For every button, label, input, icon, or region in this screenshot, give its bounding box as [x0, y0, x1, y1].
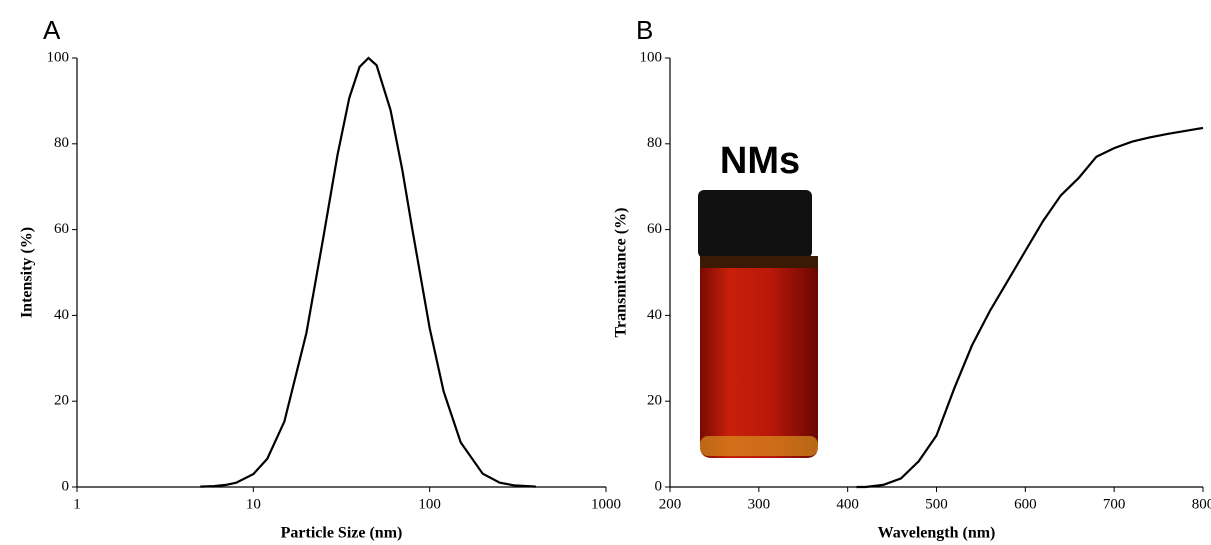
x-tick-label: 100: [418, 496, 441, 512]
y-tick-label: 20: [54, 393, 69, 409]
y-tick-label: 20: [647, 393, 662, 409]
annotation: NMs: [720, 140, 800, 182]
x-tick-label: 1: [73, 496, 81, 512]
y-tick-label: 60: [647, 221, 662, 237]
y-tick-label: 80: [647, 135, 662, 151]
y-tick-label: 40: [54, 307, 69, 323]
vial-photo: [698, 190, 818, 458]
y-tick-label: 60: [54, 221, 69, 237]
x-tick-label: 800: [1192, 496, 1211, 512]
x-axis-label: Wavelength (nm): [878, 525, 996, 542]
x-tick-label: 500: [925, 496, 948, 512]
x-tick-label: 400: [836, 496, 859, 512]
x-tick-label: 700: [1103, 496, 1126, 512]
x-tick-label: 600: [1014, 496, 1037, 512]
panel-label: B: [636, 15, 653, 45]
y-tick-label: 0: [62, 478, 70, 494]
y-tick-label: 100: [47, 49, 70, 65]
data-line: [200, 56, 536, 488]
data-line: [856, 126, 1204, 489]
y-tick-label: 40: [647, 307, 662, 323]
y-tick-label: 0: [655, 478, 663, 494]
x-tick-label: 1000: [591, 496, 621, 512]
y-axis-label: Intensity (%): [19, 227, 36, 318]
x-tick-label: 10: [246, 496, 261, 512]
x-tick-label: 200: [659, 496, 682, 512]
x-axis-label: Particle Size (nm): [281, 525, 403, 542]
y-axis-label: Transmittance (%): [613, 208, 630, 338]
y-tick-label: 80: [54, 135, 69, 151]
x-tick-label: 300: [748, 496, 771, 512]
panel-label: A: [43, 15, 61, 45]
y-tick-label: 100: [640, 49, 663, 65]
